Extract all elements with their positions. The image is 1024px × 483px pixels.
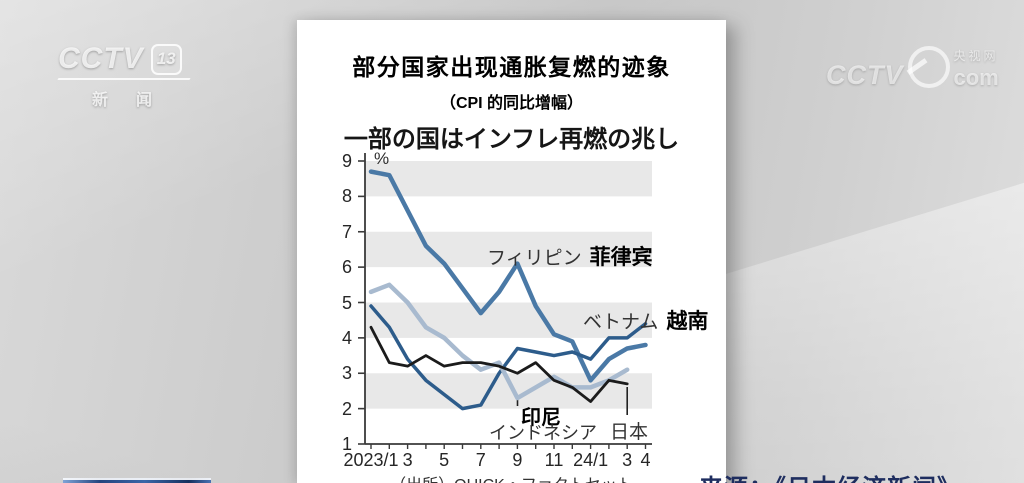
cctv13-underline (57, 78, 191, 80)
japan-label: 日本 (610, 422, 649, 443)
cctv-com-watermark: CCTV 央视网 com (826, 44, 999, 91)
x-axis-tick-label: 2023/1 (343, 450, 399, 470)
y-axis-tick-label: 2 (341, 398, 352, 419)
grid-band (365, 231, 652, 268)
y-axis-tick-label: 3 (341, 363, 352, 384)
indonesia-label-japanese: インドネシア (489, 423, 597, 443)
chart-data-lines (368, 169, 648, 411)
philippines-label-japanese: フィリピン (487, 248, 582, 269)
vietnam-line (369, 304, 648, 411)
cctv13-channel-badge: 13 (150, 43, 182, 75)
japan-line (369, 325, 629, 403)
x-axis-tick-label: 3 (622, 450, 633, 470)
y-axis-tick-label: 9 (341, 151, 352, 171)
x-axis-tick-label: 24/1 (573, 450, 609, 470)
indonesia-line (368, 282, 630, 401)
chart-gridline-bands (365, 161, 652, 409)
screen-caption-source: 来源：《日本经济新闻》 (699, 468, 962, 483)
cctvcom-circle-icon (907, 46, 950, 88)
chart-tick-marks (358, 160, 647, 449)
x-axis-tick-label: 3 (402, 450, 413, 470)
x-axis-tick-label: 5 (439, 450, 450, 470)
y-axis-tick-label: 8 (341, 186, 352, 207)
cctvcom-brand-text: CCTV (826, 60, 904, 90)
x-axis-tick-label: 11 (544, 450, 564, 470)
y-axis-tick-label: 4 (341, 327, 352, 348)
grid-band (365, 161, 652, 197)
x-axis-tick-label: 7 (475, 450, 486, 470)
y-axis-tick-label: 6 (341, 257, 352, 278)
indonesia-label-chinese: 印尼 (521, 407, 561, 429)
x-axis-tick-label: 4 (640, 450, 651, 470)
lower-third-banner (63, 478, 211, 483)
philippines-label: フィリピン 菲律宾 (487, 241, 653, 271)
y-axis-tick-label: 5 (341, 292, 352, 313)
vietnam-label: ベトナム 越南 (583, 305, 708, 335)
cctvcom-site-name: 央视网 (953, 49, 999, 63)
vietnam-label-chinese: 越南 (666, 310, 709, 333)
chart-title-japanese: 一部の国はインフレ再燃の兆し (343, 126, 680, 153)
chart-title-chinese: 部分国家出现通胀复燃的迹象 (352, 54, 671, 80)
vietnam-label-japanese: ベトナム (583, 312, 659, 333)
cctvcom-domain: com (953, 65, 999, 90)
chart-axes (364, 153, 652, 445)
cctv13-news-label: 新闻 (92, 92, 181, 109)
x-axis-tick-label: 9 (512, 450, 523, 470)
philippines-line (368, 169, 648, 383)
chart-subtitle-chinese: （CPI 的同比增幅） (439, 95, 584, 112)
y-axis-tick-label: 1 (341, 434, 352, 454)
chart-source-note: （出所）QUICK・ファクトセット (297, 471, 726, 483)
cctv13-brand-text: CCTV (58, 42, 144, 75)
y-axis-unit-label: % (374, 149, 390, 168)
cctv13-logo: CCTV 13 新闻 (57, 42, 218, 110)
y-axis-tick-label: 7 (341, 221, 352, 242)
philippines-label-chinese: 菲律宾 (589, 246, 653, 269)
